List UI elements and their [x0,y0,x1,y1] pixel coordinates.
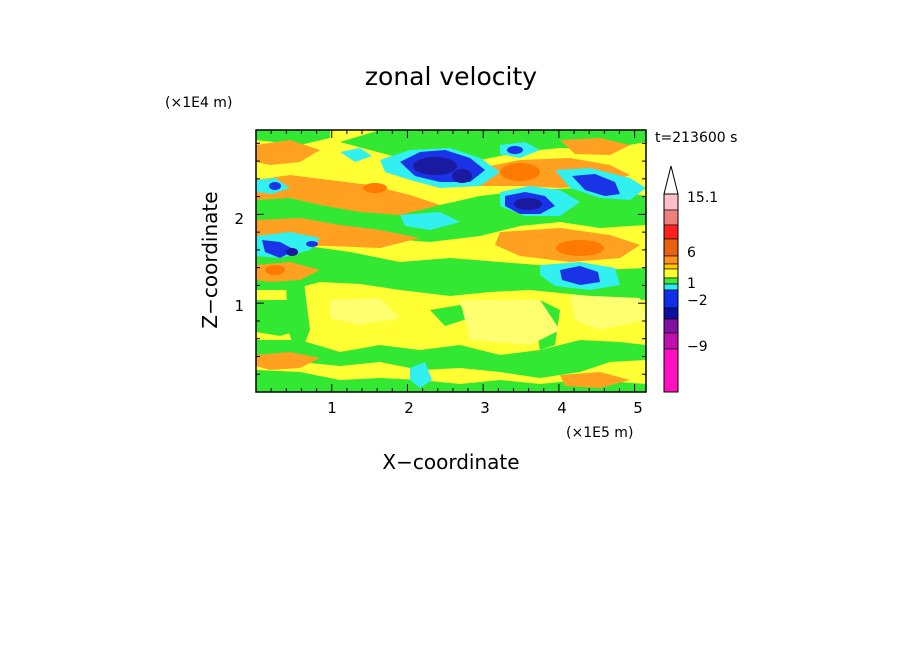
colorbar [663,165,679,393]
x-tick-label-2: 2 [404,399,414,417]
colorbar-segment [663,348,679,393]
y-axis-label: Z−coordinate [198,191,222,328]
axis-ticks [256,130,646,392]
colorbar-segment [663,224,679,240]
colorbar-segment [663,268,679,279]
colorbar-segment [663,263,679,270]
colorbar-label-3: 1 [687,276,696,292]
colorbar-segment [663,318,679,334]
colorbar-segment [663,255,679,265]
x-tick-label-4: 4 [557,399,567,417]
deep-orange-cores [265,163,604,275]
colorbar-segment [663,332,679,350]
x-scale-label: (×1E5 m) [566,425,633,441]
x-tick-label-3: 3 [480,399,490,417]
colorbar-frame [663,193,679,393]
x-tick-label-5: 5 [633,399,643,417]
y-tick-label-1: 1 [234,297,244,315]
colorbar-label-2: 6 [687,245,696,261]
colorbar-extend-arrow [663,165,679,195]
velocity-contour-field [256,130,646,392]
colorbar-segment [663,238,679,257]
colorbar-segment [663,289,679,309]
colorbar-segment [663,209,679,226]
colorbar-segment [663,307,679,320]
plot-frame [255,129,647,393]
x-axis-label: X−coordinate [382,450,519,474]
colorbar-segment [663,193,679,211]
light-yellow-patches [330,295,646,345]
x-tick-label-1: 1 [327,399,337,417]
colorbar-label-4: −2 [687,293,708,309]
chart-title: zonal velocity [365,62,537,91]
colorbar-label-1: 15.1 [687,190,718,206]
colorbar-label-5: −9 [687,339,708,355]
time-label: t=213600 s [655,130,737,146]
navy-cores [286,157,542,256]
colorbar-segment [663,283,679,291]
y-scale-label: (×1E4 m) [165,95,232,111]
colorbar-segment [663,277,679,285]
y-tick-label-2: 2 [234,210,244,228]
